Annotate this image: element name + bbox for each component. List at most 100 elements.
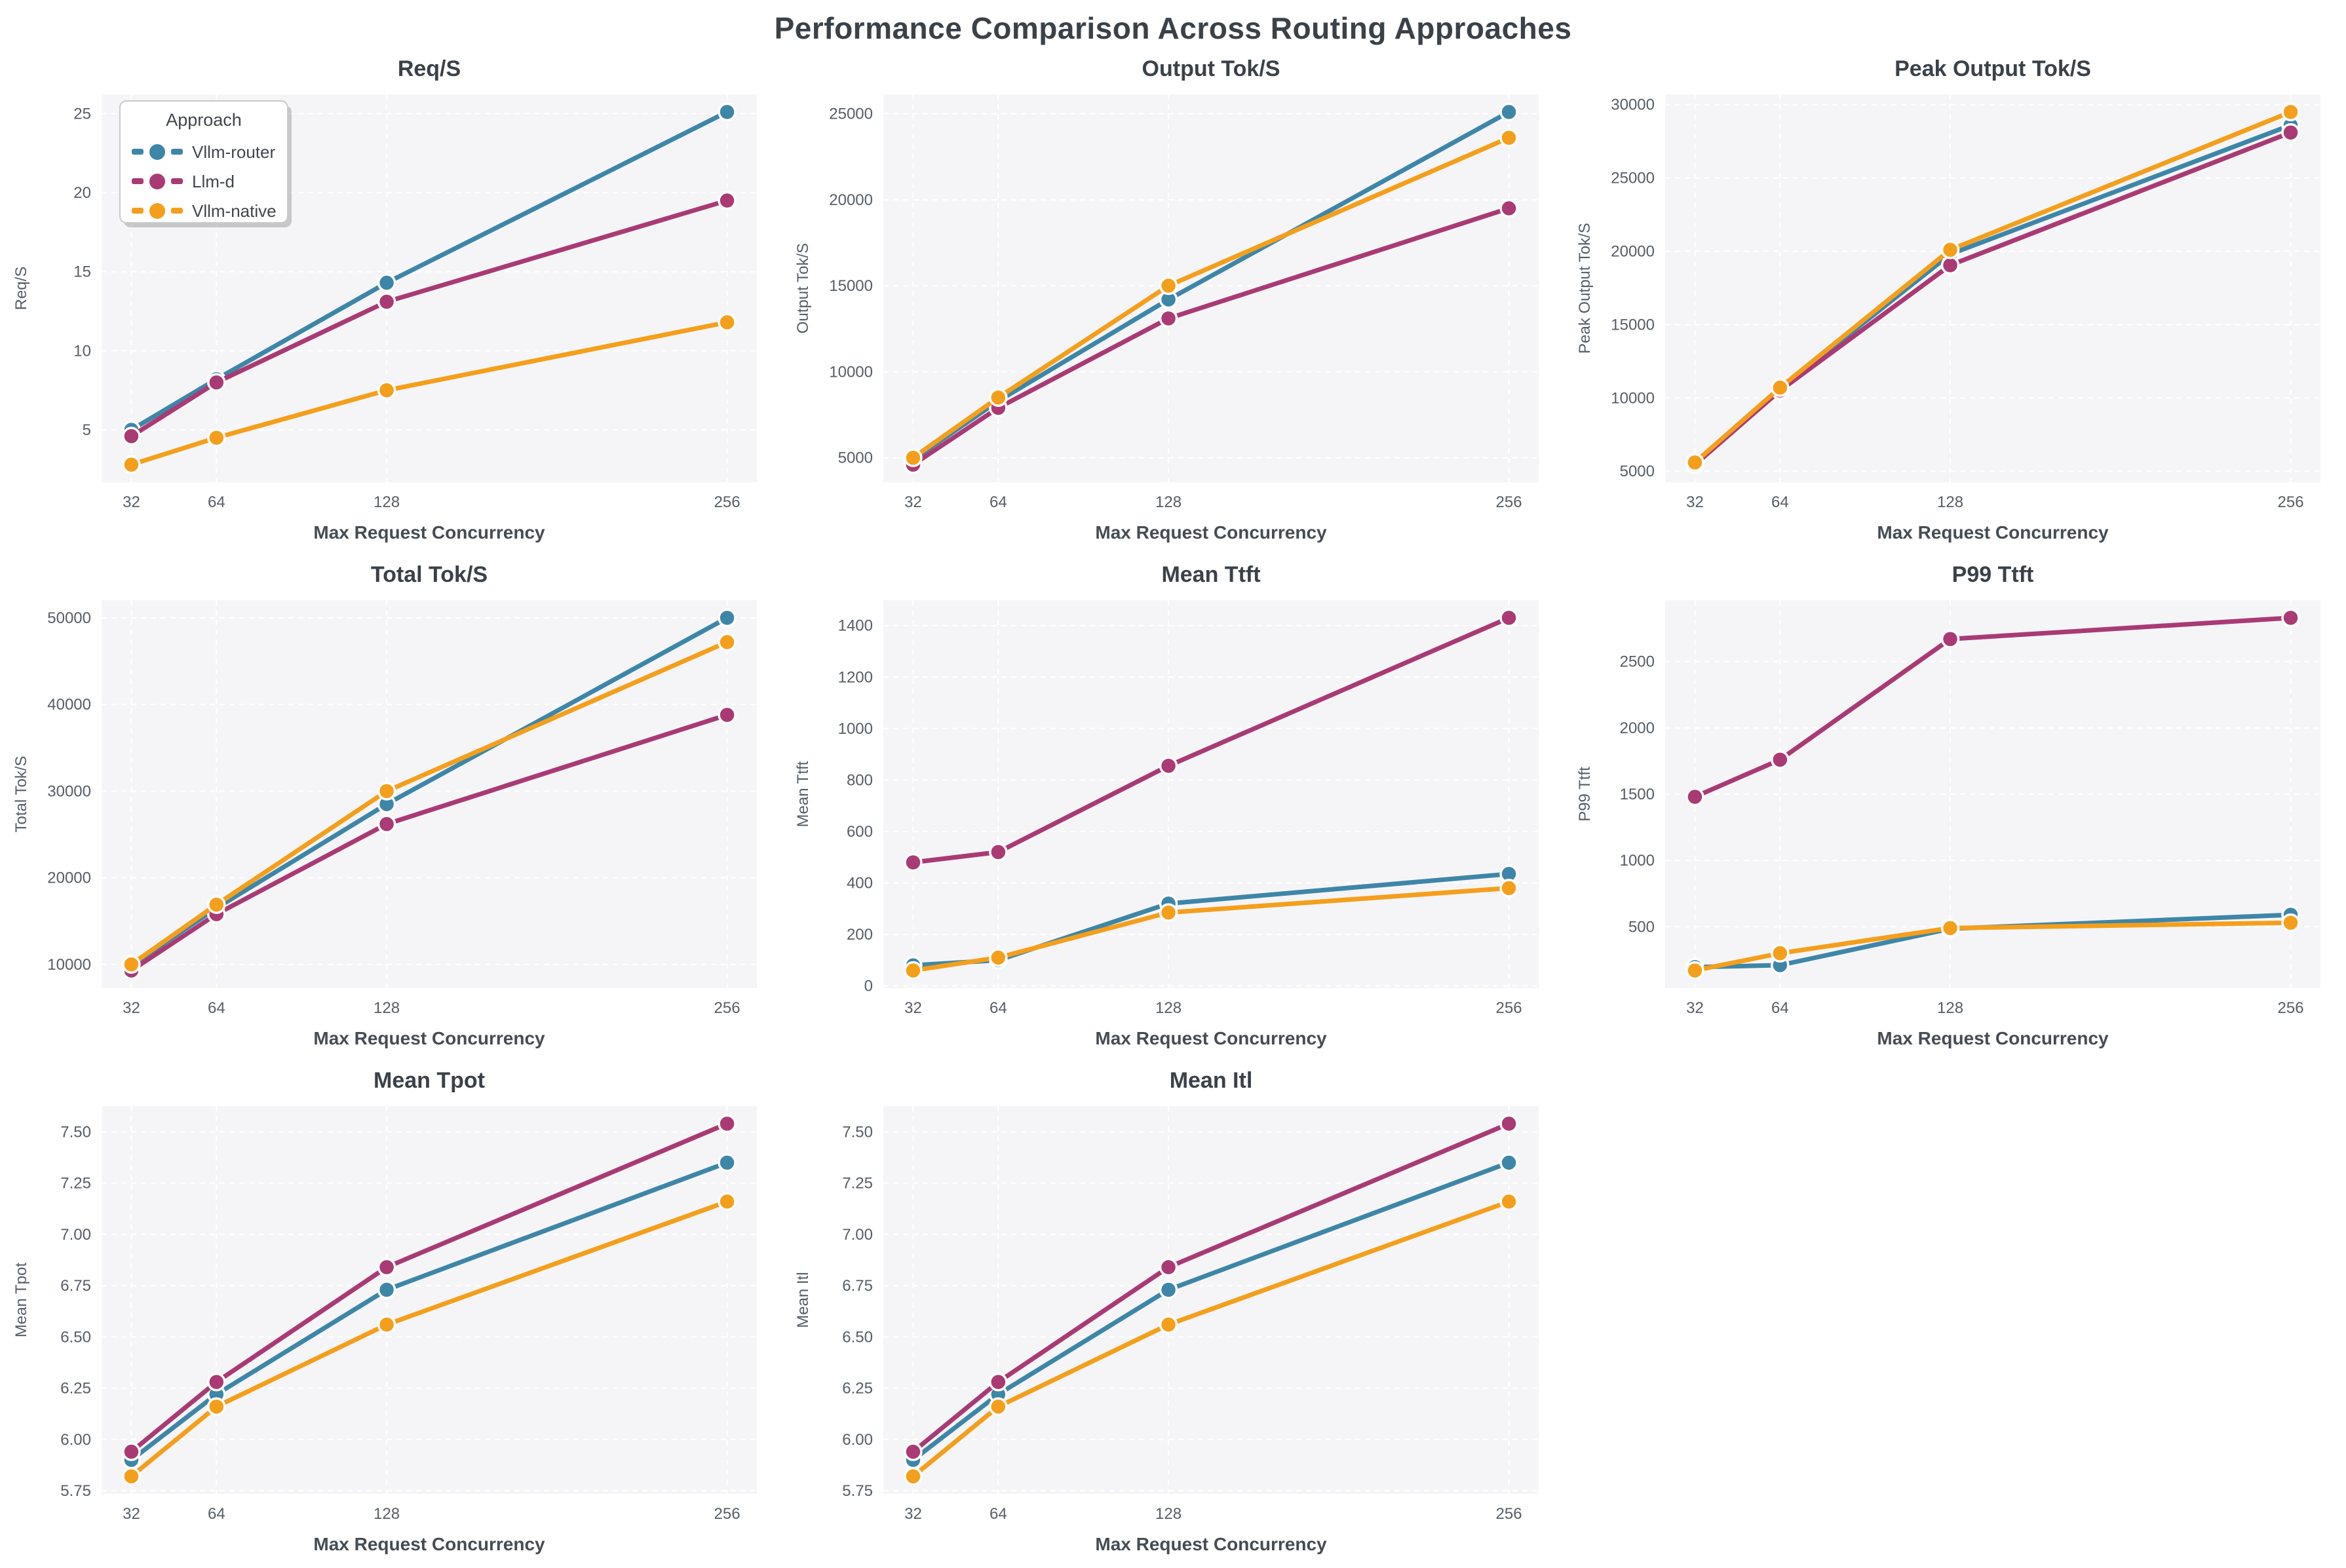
legend-marker-dash [132, 178, 144, 184]
legend-marker-dash [171, 149, 183, 155]
subplot-title: Mean Itl [1170, 1068, 1253, 1093]
data-point-vllm-native-x64 [207, 895, 226, 914]
data-point-vllm-native-x256 [2281, 102, 2300, 122]
data-point-vllm-native-x256 [718, 632, 737, 652]
legend-marker-circle [147, 172, 167, 191]
x-axis-label: Max Request Concurrency [313, 1028, 545, 1048]
x-tick-label: 128 [1155, 493, 1182, 511]
plot-area [102, 1106, 757, 1494]
legend-label-llm-d: Llm-d [192, 172, 235, 191]
chart-cell-p99-ttft: 32 64 128 256 500 1000 1500 2000 2500 P99 Ttft Max… [1564, 554, 2345, 1060]
plot-area [1665, 94, 2320, 482]
chart-total-tok-s: 32 64 128 256 10000 20000 30000 40000 50000 Total… [12, 562, 757, 1048]
subplot-title: Mean Tpot [374, 1068, 485, 1093]
y-tick-label: 6.00 [842, 1431, 873, 1449]
y-axis-label: Req/S [12, 267, 30, 311]
x-tick-label: 32 [123, 493, 140, 511]
series-line-vllm-native [910, 1199, 1512, 1479]
x-tick-label: 256 [1496, 493, 1522, 511]
y-tick-label: 20000 [829, 191, 873, 209]
y-tick-label: 5000 [838, 449, 873, 467]
data-point-vllm-native-x128 [377, 381, 396, 400]
data-point-vllm-native-x256 [1499, 1192, 1518, 1212]
y-tick-label: 6.50 [842, 1328, 873, 1346]
series-line-vllm-native [128, 640, 730, 967]
legend-label-vllm-router: Vllm-router [192, 142, 275, 162]
y-tick-label: 800 [847, 771, 873, 789]
y-tick-label: 6.75 [60, 1277, 91, 1295]
series-line-llm-d [128, 712, 730, 973]
data-point-llm-d-x128 [377, 1257, 396, 1277]
data-point-llm-d-x64 [1771, 750, 1790, 769]
chart-cell-mean-tpot: 32 64 128 256 5.75 6.00 6.25 6.50 6.75 7.00 7.25 7.… [0, 1060, 782, 1566]
data-point-vllm-native-x32 [904, 448, 923, 467]
x-axis-label: Max Request Concurrency [1095, 522, 1327, 543]
y-tick-label: 400 [847, 875, 873, 892]
y-tick-label: 6.25 [842, 1380, 873, 1398]
x-tick-label: 32 [123, 999, 140, 1017]
x-axis-label: Max Request Concurrency [313, 522, 545, 543]
data-point-llm-d-x128 [377, 292, 396, 311]
series-line-llm-d [910, 615, 1512, 865]
data-point-vllm-native-x256 [1499, 128, 1518, 147]
subplot-title: Total Tok/S [371, 562, 488, 587]
x-axis-label: Max Request Concurrency [1877, 1028, 2109, 1048]
y-tick-label: 15 [73, 263, 91, 281]
legend-box [119, 100, 288, 223]
data-point-vllm-native-x64 [989, 388, 1008, 407]
data-point-vllm-router-x256 [1499, 102, 1518, 122]
data-point-llm-d-x256 [718, 705, 737, 725]
chart-cell-total-tok-s: 32 64 128 256 10000 20000 30000 40000 50000 Total… [0, 554, 782, 1060]
data-point-vllm-router-x256 [718, 608, 737, 628]
y-tick-label: 1400 [838, 617, 873, 635]
data-point-vllm-native-x32 [122, 955, 141, 974]
series-line-vllm-router [1692, 912, 2294, 970]
x-tick-label: 256 [2278, 999, 2304, 1017]
y-axis-label: Peak Output Tok/S [1576, 223, 1594, 354]
data-point-vllm-native-x128 [1159, 276, 1178, 296]
data-point-vllm-native-x128 [377, 782, 396, 801]
data-point-llm-d-x256 [718, 1114, 737, 1134]
data-point-llm-d-x256 [718, 191, 737, 210]
legend-marker-circle [147, 201, 167, 221]
y-tick-label: 7.50 [842, 1123, 873, 1141]
legend-title: Approach [166, 110, 242, 130]
data-point-llm-d-x256 [1499, 1114, 1518, 1134]
data-point-vllm-native-x64 [207, 428, 226, 448]
series-line-llm-d [128, 198, 730, 439]
x-tick-label: 256 [1496, 1505, 1522, 1523]
y-tick-label: 7.25 [60, 1175, 91, 1193]
x-axis-label: Max Request Concurrency [1095, 1534, 1327, 1554]
series-line-llm-d [128, 1121, 730, 1455]
data-point-vllm-native-x64 [989, 1397, 1008, 1416]
plot-area [883, 600, 1539, 988]
data-point-vllm-native-x128 [1940, 919, 1960, 938]
data-point-llm-d-x32 [904, 1442, 923, 1461]
data-point-vllm-native-x128 [1159, 1315, 1178, 1334]
data-point-vllm-native-x32 [1685, 961, 1704, 980]
data-point-llm-d-x32 [122, 427, 141, 446]
x-tick-label: 128 [374, 493, 400, 511]
y-tick-label: 20000 [47, 870, 91, 887]
data-point-vllm-native-x64 [1771, 944, 1790, 963]
data-point-llm-d-x128 [377, 814, 396, 833]
chart-cell-output-tok-s: 32 64 128 256 5000 10000 15000 20000 25000 Output… [782, 48, 1564, 554]
legend-marker-dash [171, 178, 183, 184]
x-tick-label: 64 [208, 1505, 225, 1523]
y-tick-label: 10000 [47, 956, 91, 974]
plot-area [102, 600, 757, 988]
legend-marker-dash [132, 149, 144, 155]
series-line-vllm-native [1692, 920, 2294, 973]
subplot-title: P99 Ttft [1952, 562, 2034, 587]
legend-marker-dash [171, 208, 183, 214]
y-axis-label: P99 Ttft [1576, 767, 1594, 822]
legend-marker-dash [132, 208, 144, 214]
data-point-vllm-native-x128 [1940, 240, 1960, 259]
data-point-vllm-native-x256 [2281, 913, 2300, 932]
x-tick-label: 128 [1937, 493, 1963, 511]
x-tick-label: 64 [208, 999, 225, 1017]
y-tick-label: 40000 [47, 696, 91, 714]
y-tick-label: 6.25 [60, 1380, 91, 1398]
series-line-vllm-router [128, 1160, 730, 1463]
